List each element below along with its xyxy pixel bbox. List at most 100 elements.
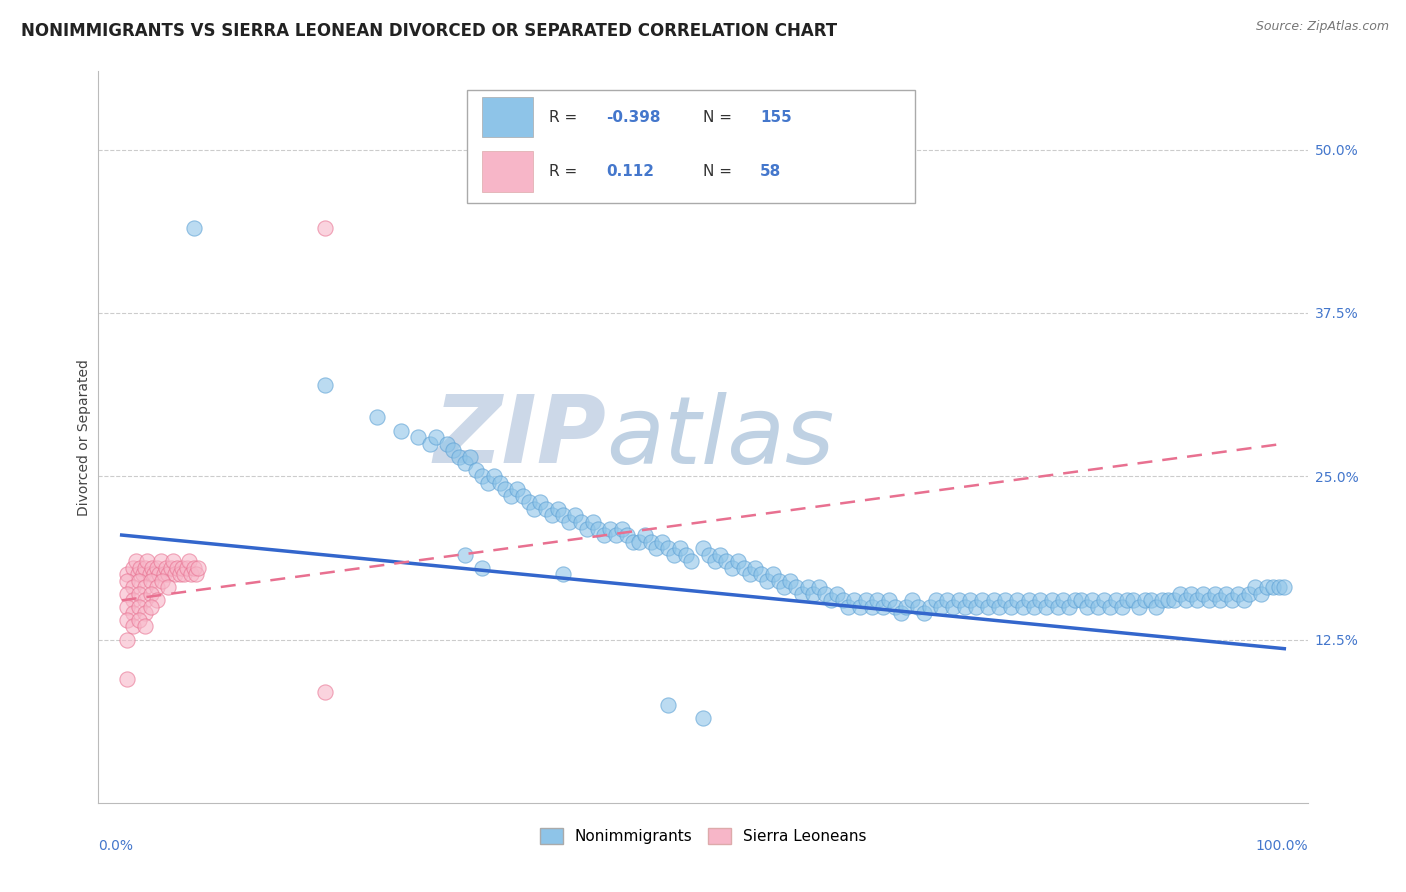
Point <box>148 567 170 582</box>
Point <box>117 672 139 686</box>
Point <box>564 508 586 523</box>
Point <box>134 593 156 607</box>
Point <box>890 607 912 621</box>
Point <box>117 574 139 588</box>
Point <box>692 541 714 555</box>
Text: 155: 155 <box>759 110 792 125</box>
Point <box>406 430 429 444</box>
Point <box>145 593 167 607</box>
Point <box>977 599 1000 614</box>
Point <box>173 567 195 582</box>
Point <box>157 580 180 594</box>
Point <box>1215 587 1237 601</box>
Point <box>453 456 475 470</box>
Point <box>762 567 785 582</box>
Point <box>872 599 894 614</box>
Point <box>953 599 976 614</box>
Point <box>1000 599 1022 614</box>
Point <box>575 521 598 535</box>
Point <box>180 567 202 582</box>
Point <box>716 554 738 568</box>
Point <box>1133 593 1156 607</box>
Point <box>803 587 825 601</box>
Point <box>1052 593 1074 607</box>
Point <box>709 548 731 562</box>
Point <box>785 580 807 594</box>
Point <box>697 548 720 562</box>
Point <box>184 567 207 582</box>
Point <box>744 560 766 574</box>
Point <box>668 541 690 555</box>
Point <box>134 560 156 574</box>
Point <box>1046 599 1069 614</box>
Point <box>657 698 679 712</box>
Point <box>912 607 935 621</box>
Point <box>692 711 714 725</box>
Point <box>1209 593 1232 607</box>
Point <box>425 430 447 444</box>
Point <box>460 450 482 464</box>
Point <box>1087 599 1109 614</box>
Point <box>831 593 853 607</box>
Point <box>593 528 616 542</box>
Text: R =: R = <box>550 110 582 125</box>
Point <box>860 599 883 614</box>
Point <box>436 436 458 450</box>
Point <box>983 593 1005 607</box>
Point <box>129 560 152 574</box>
Point <box>117 613 139 627</box>
Point <box>128 613 150 627</box>
Point <box>634 528 657 542</box>
Point <box>117 599 139 614</box>
Point <box>122 593 145 607</box>
Text: N =: N = <box>703 110 737 125</box>
Bar <box>482 152 533 192</box>
Point <box>117 632 139 647</box>
Point <box>790 587 813 601</box>
Point <box>610 521 633 535</box>
Point <box>755 574 778 588</box>
Point <box>581 515 603 529</box>
Point <box>314 221 336 235</box>
Point <box>477 475 499 490</box>
Point <box>605 528 627 542</box>
Point <box>1261 580 1284 594</box>
Point <box>866 593 889 607</box>
Point <box>924 593 946 607</box>
Text: Source: ZipAtlas.com: Source: ZipAtlas.com <box>1256 20 1389 33</box>
Point <box>1220 593 1243 607</box>
Point <box>447 450 470 464</box>
Point <box>165 567 187 582</box>
Point <box>494 483 516 497</box>
Point <box>366 410 388 425</box>
Point <box>1011 599 1033 614</box>
Point <box>628 534 651 549</box>
Point <box>569 515 592 529</box>
Point <box>128 587 150 601</box>
Point <box>1057 599 1080 614</box>
Point <box>1168 587 1191 601</box>
Point <box>155 560 177 574</box>
Point <box>1070 593 1092 607</box>
Point <box>1256 580 1278 594</box>
Point <box>662 548 685 562</box>
Point <box>1064 593 1087 607</box>
Point <box>942 599 965 614</box>
Point <box>657 541 679 555</box>
Point <box>738 567 761 582</box>
Point <box>134 619 156 633</box>
Point <box>179 554 201 568</box>
Point <box>959 593 981 607</box>
Point <box>534 502 557 516</box>
Point <box>159 560 181 574</box>
Point <box>1092 593 1115 607</box>
Point <box>1180 587 1202 601</box>
Text: 58: 58 <box>759 164 782 179</box>
Point <box>855 593 877 607</box>
Text: -0.398: -0.398 <box>606 110 661 125</box>
Point <box>1192 587 1215 601</box>
Point <box>1185 593 1208 607</box>
Point <box>896 599 918 614</box>
Point <box>166 560 188 574</box>
Point <box>465 463 488 477</box>
